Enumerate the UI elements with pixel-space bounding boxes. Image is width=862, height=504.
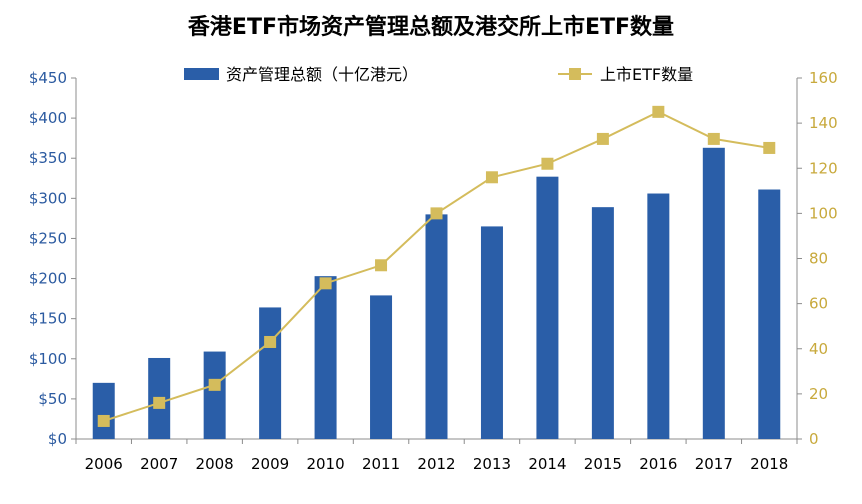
line-point-2007 (153, 396, 166, 409)
y-right-tick-label: 100 (809, 204, 838, 222)
x-tick-label: 2016 (639, 455, 677, 473)
bar-2018 (758, 189, 781, 439)
bar-2015 (591, 207, 614, 439)
y-left-tick-label: $50 (38, 390, 67, 408)
x-tick-label: 2017 (695, 455, 733, 473)
line-point-2011 (375, 259, 388, 272)
bar-2010 (314, 276, 337, 439)
y-left-tick-label: $350 (29, 149, 67, 167)
x-tick-label: 2015 (584, 455, 622, 473)
y-left-tick-label: $200 (29, 270, 67, 288)
x-tick-label: 2012 (417, 455, 455, 473)
x-tick-label: 2007 (140, 455, 178, 473)
bar-2016 (647, 193, 670, 439)
y-right-tick-label: 60 (809, 295, 828, 313)
line-point-2008 (208, 378, 221, 391)
line-point-2015 (596, 132, 609, 145)
y-left-tick-label: $400 (29, 109, 67, 127)
y-right-tick-label: 20 (809, 385, 828, 403)
y-left-tick-label: $450 (29, 69, 67, 87)
bar-2011 (370, 295, 393, 439)
y-left-tick-label: $150 (29, 310, 67, 328)
x-tick-label: 2014 (528, 455, 566, 473)
x-tick-label: 2011 (362, 455, 400, 473)
chart-title: 香港ETF市场资产管理总额及港交所上市ETF数量 (188, 14, 674, 40)
legend-swatch-marker (569, 68, 581, 80)
bar-2014 (536, 176, 559, 439)
y-right-tick-label: 40 (809, 340, 828, 358)
legend-label-line: 上市ETF数量 (600, 65, 693, 84)
line-point-2017 (707, 132, 720, 145)
legend-swatch-bar (184, 68, 219, 80)
y-left-tick-label: $100 (29, 350, 67, 368)
legend-label-bar: 资产管理总额（十亿港元） (226, 65, 418, 84)
line-point-2010 (319, 277, 332, 290)
axes: $0 $50 $100 $150 $200 $250 $300 $350 $400 $450 0 20… (29, 69, 838, 473)
x-tick-label: 2006 (85, 455, 123, 473)
bar-2017 (702, 147, 725, 439)
legend: 资产管理总额（十亿港元） 上市ETF数量 (184, 65, 693, 84)
bar-2008 (203, 351, 226, 439)
bar-series (92, 147, 781, 439)
x-tick-label: 2013 (473, 455, 511, 473)
y-right-tick-label: 80 (809, 250, 828, 268)
line-point-2009 (264, 335, 277, 348)
line-point-2016 (652, 105, 665, 118)
x-tick-label: 2010 (306, 455, 344, 473)
y-left-tick-label: $0 (48, 430, 67, 448)
bar-2012 (425, 214, 448, 439)
line-point-2012 (430, 207, 443, 220)
bar-2009 (259, 307, 282, 439)
y-left-tick-label: $300 (29, 189, 67, 207)
y-right-tick-label: 0 (809, 430, 819, 448)
bar-2013 (480, 226, 503, 439)
y-right-tick-label: 120 (809, 159, 838, 177)
line-point-2018 (763, 141, 776, 154)
y-right-tick-label: 140 (809, 114, 838, 132)
x-tick-label: 2009 (251, 455, 289, 473)
x-tick-label: 2008 (196, 455, 234, 473)
line-point-2006 (97, 414, 110, 427)
line-series (97, 105, 776, 427)
line-point-2013 (485, 171, 498, 184)
y-right-tick-label: 160 (809, 69, 838, 87)
bar-2006 (92, 382, 115, 439)
y-left-tick-label: $250 (29, 229, 67, 247)
x-tick-label: 2018 (750, 455, 788, 473)
line-point-2014 (541, 157, 554, 170)
